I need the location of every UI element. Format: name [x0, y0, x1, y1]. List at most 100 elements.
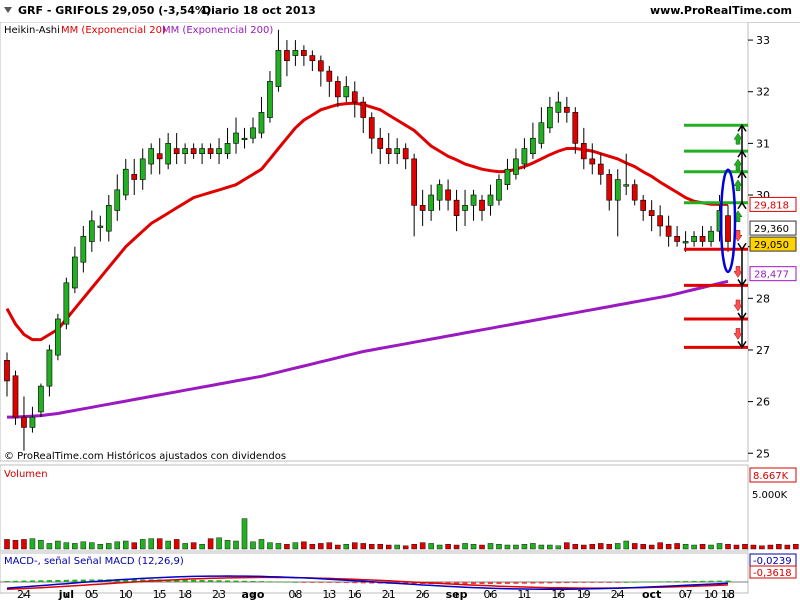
macd-histogram-bar: [241, 580, 248, 582]
macd-histogram-bar: [4, 581, 10, 582]
down-arrow-icon: [737, 242, 747, 251]
candle-body: [436, 184, 443, 201]
chart-canvas[interactable]: 252627282930313233 29,81829,36029,05028,…: [0, 22, 800, 600]
right-value-box: [749, 266, 797, 282]
macd-histogram-bar: [725, 580, 731, 582]
right-value-label: 28,477: [749, 266, 797, 282]
candle: [453, 189, 460, 232]
candle: [250, 117, 256, 144]
volume-bar: [674, 543, 680, 550]
volume-bar: [555, 545, 562, 550]
volume-bar: [352, 542, 358, 550]
candle: [487, 184, 494, 216]
x-tick-label: 23: [212, 588, 226, 600]
y-tick-label: 33: [756, 34, 770, 47]
macd-histogram-bar: [649, 581, 655, 583]
candle: [148, 143, 155, 175]
macd-histogram-bar: [538, 582, 544, 584]
x-tick-label: 24: [611, 588, 625, 600]
candle: [309, 50, 316, 72]
volume-bar: [470, 544, 477, 550]
macd-histogram-bar: [55, 579, 61, 582]
candle: [563, 96, 570, 123]
volume-bar: [648, 544, 655, 550]
right-value-text: 29,818: [754, 200, 789, 211]
candle-body: [326, 70, 333, 82]
candle-body: [394, 148, 401, 154]
right-value-text: 29,360: [754, 224, 789, 235]
x-tick-label: 18: [721, 588, 735, 600]
macd-histogram-bar: [623, 581, 629, 583]
site-url-label[interactable]: www.ProRealTime.com: [649, 4, 792, 17]
volume-bar: [538, 544, 545, 550]
macd-histogram-bar: [72, 579, 78, 582]
candle-body: [445, 189, 451, 201]
candle-body: [496, 179, 502, 201]
candle: [470, 189, 477, 221]
macd-histogram-bar: [411, 582, 417, 584]
volume-bar: [368, 544, 375, 550]
chart-header: GRF - GRIFOLS 29,050 (-3,54%) Diario 18 …: [0, 0, 800, 23]
candle-body: [334, 81, 341, 98]
candle-body: [640, 199, 647, 211]
macd-label-box-2: [749, 565, 797, 579]
macd-label-2: -0,3618: [753, 568, 792, 579]
green-up-arrow-icon: [733, 158, 743, 171]
macd-histogram-bar: [199, 579, 205, 582]
x-tick-label: 05: [85, 588, 99, 600]
candle-body: [657, 215, 663, 227]
period-date-label: Diario 18 oct 2013: [202, 4, 316, 17]
candle: [614, 169, 621, 237]
candle: [190, 143, 197, 159]
volume-bar: [275, 543, 282, 550]
right-value-text: 28,477: [754, 270, 789, 281]
x-tick-label: 07: [679, 588, 693, 600]
macd-histogram-bar: [479, 582, 485, 585]
candle: [445, 179, 451, 211]
macd-histogram-bar: [140, 579, 146, 582]
macd-histogram-bar: [284, 581, 290, 583]
macd-histogram-bar: [63, 579, 69, 582]
candle-body: [80, 236, 87, 263]
macd-label-1: -0,0239: [753, 556, 792, 567]
volume-bar: [564, 542, 570, 550]
volume-bar: [496, 544, 502, 550]
volume-bar: [793, 544, 799, 550]
x-tick-label: 16: [551, 588, 565, 600]
ema200-layer: [7, 279, 729, 419]
macd-histogram-bar: [716, 580, 723, 582]
candle-body: [521, 148, 528, 165]
candle: [657, 205, 663, 237]
dropdown-caret-icon[interactable]: [4, 7, 12, 13]
macd-histogram-bar: [598, 582, 604, 583]
x-tick-label: 06: [483, 588, 497, 600]
volume-bar: [453, 544, 460, 550]
x-tick-label: 18: [178, 588, 192, 600]
volume-bar: [691, 544, 697, 550]
candle: [691, 231, 697, 247]
x-tick-label: 10: [704, 588, 718, 600]
candle-body: [97, 225, 104, 228]
macd-histogram-bar: [470, 582, 477, 585]
volume-bar: [123, 540, 129, 550]
candle: [402, 143, 409, 170]
volume-bar: [640, 544, 646, 550]
candle: [708, 226, 714, 247]
volume-bar: [190, 542, 197, 550]
volume-bar: [216, 537, 222, 550]
candle-body: [275, 50, 282, 87]
y-tick-label: 25: [756, 447, 770, 460]
macd-histogram-bar: [352, 582, 358, 584]
candle-body: [377, 137, 384, 149]
volume-bar: [708, 544, 714, 550]
macd-histogram-bar: [123, 579, 129, 582]
up-arrow-icon: [737, 149, 747, 158]
candle: [207, 143, 214, 159]
macd-histogram-bar: [309, 582, 315, 583]
volume-bar: [513, 544, 519, 550]
macd-histogram-bar: [46, 580, 52, 582]
candle-body: [55, 318, 61, 356]
candle: [80, 226, 87, 273]
candle-body: [21, 416, 27, 428]
macd-histogram-bar: [131, 579, 137, 582]
